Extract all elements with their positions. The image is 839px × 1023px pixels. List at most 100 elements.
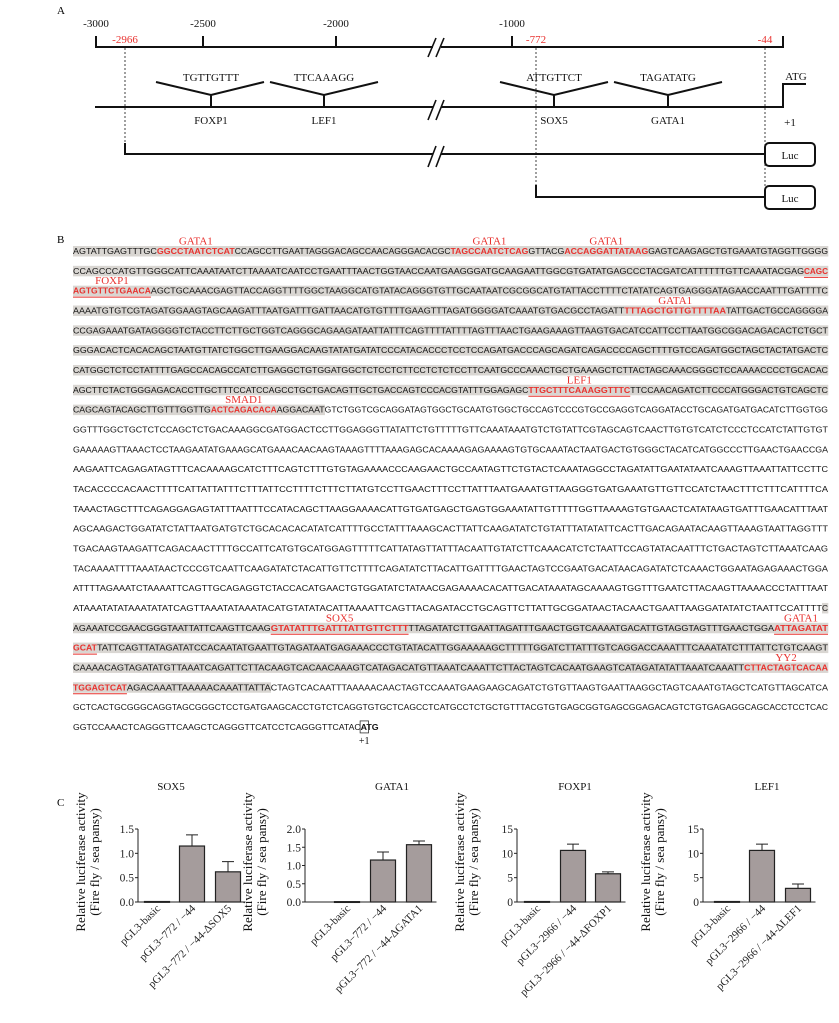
binding-site-sequence: AGTGTTCTGAACA — [73, 286, 151, 296]
highlight-region — [73, 325, 829, 336]
position-axis — [95, 36, 784, 48]
highlight-region — [210, 404, 278, 416]
site-factor-label: SMAD1 — [225, 394, 262, 406]
site-marker-gata1 — [613, 81, 723, 107]
y-tick-label: 10 — [502, 848, 514, 860]
x-tick-label: pGL3−2966 / −44 — [703, 902, 768, 967]
position-label-red: -2966 — [112, 34, 138, 46]
sequence-text: TTAGATATCTTGAATTAGATTTGAACTGGTCAAAATGACA… — [409, 623, 775, 633]
sequence-line: TGGAGTCAT AGACAAATTAAAAACAAATTATTA CTAGTCA… — [73, 682, 828, 695]
sequence-line: AGAAATCCGAACGGGTAATTATTCAAGTTCAAG GTATATT… — [73, 612, 829, 635]
site-marker-foxp1 — [155, 81, 265, 107]
sequence-text: AGACAAATTAAAAACAAATTATTA — [127, 682, 271, 692]
sequence-text: CCAGCCCATGTTGGGCATTCAAATAATCTTAAAATCAATC… — [73, 266, 804, 276]
highlight-region — [156, 246, 236, 257]
bar — [559, 849, 587, 903]
sequence-text: AAAATGTGTCGTAGATGGAAGTAGCAAGATTTAATGATTT… — [73, 305, 625, 315]
bar — [748, 849, 776, 903]
factor-label: LEF1 — [311, 115, 336, 127]
highlight-region — [73, 662, 745, 673]
highlight-region — [126, 682, 272, 693]
chart-gata1: GATA1 Relative luciferase activity (Fire f… — [240, 781, 437, 995]
bar — [214, 871, 242, 903]
sequence-text: C — [822, 603, 828, 613]
binding-site-sequence: GCAT — [73, 643, 98, 653]
y-tick-label: 0.0 — [120, 897, 135, 909]
sequence-text: CAGCAGTACAGCTTGTTTGGTTG — [73, 405, 211, 415]
y-tick-label: 15 — [502, 824, 514, 836]
tick-label: -2500 — [190, 18, 216, 30]
tss-label: +1 — [359, 736, 370, 747]
bar — [143, 900, 171, 903]
sequence-text: GTCTGGTCGCAGGATAGTGGCTGCAATGTGGCTGCCAGTC… — [325, 405, 829, 415]
binding-site-sequence: TTTAGCTGTTGTTTTAA — [624, 305, 726, 315]
construct-2966 — [124, 143, 765, 155]
binding-site-sequence: CTTACTAGTCACAA — [744, 662, 828, 672]
highlight-region — [150, 285, 829, 297]
error-bar — [413, 840, 425, 845]
bar — [178, 845, 206, 903]
diagram-labels: -3000 -2500 -2000 -1000 -2966 -772 -44 T… — [83, 18, 807, 205]
luc-label: Luc — [781, 193, 798, 205]
site-marker-sox5 — [499, 81, 609, 107]
binding-site-sequence: ATTAGATAT — [774, 623, 829, 633]
sequence-text: GCTCACTGCGGGCAGGTAGCGGGCTCCTGATGAAGCACCT… — [73, 702, 828, 712]
y-tick-label: 2.0 — [287, 824, 302, 836]
y-axis-label: (Fire fly / sea pansy) — [652, 808, 667, 916]
site-factor-label: GATA1 — [179, 236, 213, 248]
highlight-region — [96, 642, 829, 654]
site-factor-label: LEF1 — [567, 374, 592, 386]
y-tick-label: 5 — [507, 873, 513, 885]
sequence-line: AGCAAGACTGGATATCTATTAATGATGTCTGCACACACAT… — [73, 524, 829, 534]
highlight-region — [624, 305, 727, 316]
y-axis-label: Relative luciferase activity — [240, 792, 255, 932]
error-bar — [186, 834, 198, 847]
chart-foxp1: FOXP1 Relative luciferase activity (Fire f… — [452, 781, 626, 999]
atg-label: ATG — [785, 71, 806, 83]
bar — [594, 873, 622, 903]
sequence-text: TTCCAACAGATCTTCCCATGGGACTGTCAGCTC — [630, 385, 828, 395]
motif-label: ATTGTTCT — [526, 72, 582, 84]
highlight-region — [408, 622, 775, 634]
factor-label: SOX5 — [540, 115, 568, 127]
binding-site-sequence: ACCAGGATTATAAG — [564, 246, 648, 256]
panel-label-b: B — [57, 234, 64, 246]
bar — [784, 887, 812, 903]
highlight-region — [822, 602, 829, 614]
y-tick-label: 5 — [693, 873, 699, 885]
highlight-region — [528, 246, 565, 257]
bar — [369, 859, 397, 903]
chart-title: LEF1 — [754, 781, 779, 793]
dashed-guide — [124, 48, 766, 186]
promoter-line — [95, 83, 806, 108]
sequence-text: GGTTTGGCTGCTCTCCAGCTCTGACAAAGGCGATGGACTC… — [73, 424, 829, 434]
y-tick-label: 1.5 — [120, 824, 135, 836]
sequence-text: AGCAAGACTGGATATCTATTAATGATGTCTGCACACACAT… — [73, 524, 829, 534]
site-factor-label: YY2 — [775, 652, 796, 664]
sequence-text: GGGACACTCACACAGCTAATGTTATCTGGCTTGAAGGACA… — [73, 345, 828, 355]
panel-label-c: C — [57, 797, 64, 809]
binding-site-sequence: TGGAGTCAT — [73, 682, 128, 692]
sequence-text: AGCTGCAAACGAGTTACCAGGTTTTGGCTAAGGCATGTAT… — [151, 286, 828, 296]
sequence-line: TAAACTAGCTTTCAGAGGAGAGTATTTAATTTCCATACAG… — [73, 504, 829, 514]
sequence-line: CATGGCTCTCCTATTTTGAGCCACAGCCATCTTGAGGCTG… — [73, 364, 829, 376]
sequence-text: CAAAACAGTAGATATGTTAAATCAGATTCTTACAAGTCAC… — [73, 662, 745, 672]
y-tick-label: 15 — [688, 824, 700, 836]
sequence-text: TGACAAGTAAGATTCAGACAACTTTTGCCATTCATGTGCA… — [73, 543, 828, 553]
error-bar — [792, 883, 804, 889]
factor-label: FOXP1 — [194, 115, 228, 127]
y-tick-label: 0.5 — [287, 879, 302, 891]
sequence-text: TATTCAGTTATAGATATCCACAATATGAATTGTAGATAAT… — [97, 643, 829, 653]
motif-label: TGTTGTTT — [183, 72, 239, 84]
y-axis-label: Relative luciferase activity — [73, 792, 88, 932]
sequence-text: TACAAAATTTTAAATAACTCCCGTCAATTCAAGATATCTA… — [73, 563, 828, 573]
tss-label: +1 — [784, 117, 796, 129]
chart-title: SOX5 — [157, 781, 185, 793]
highlight-region — [630, 384, 829, 396]
sequence-line: ATTTTAGAAATCTAAAATTCAGTTGCAGAGGTCTACCACA… — [73, 583, 829, 593]
highlight-region — [726, 305, 829, 316]
sequence-line: CCAGCCCATGTTGGGCATTCAAATAATCTTAAAATCAATC… — [73, 265, 829, 278]
sequence-line: CAAAACAGTAGATATGTTAAATCAGATTCTTACAAGTCAC… — [73, 652, 829, 673]
